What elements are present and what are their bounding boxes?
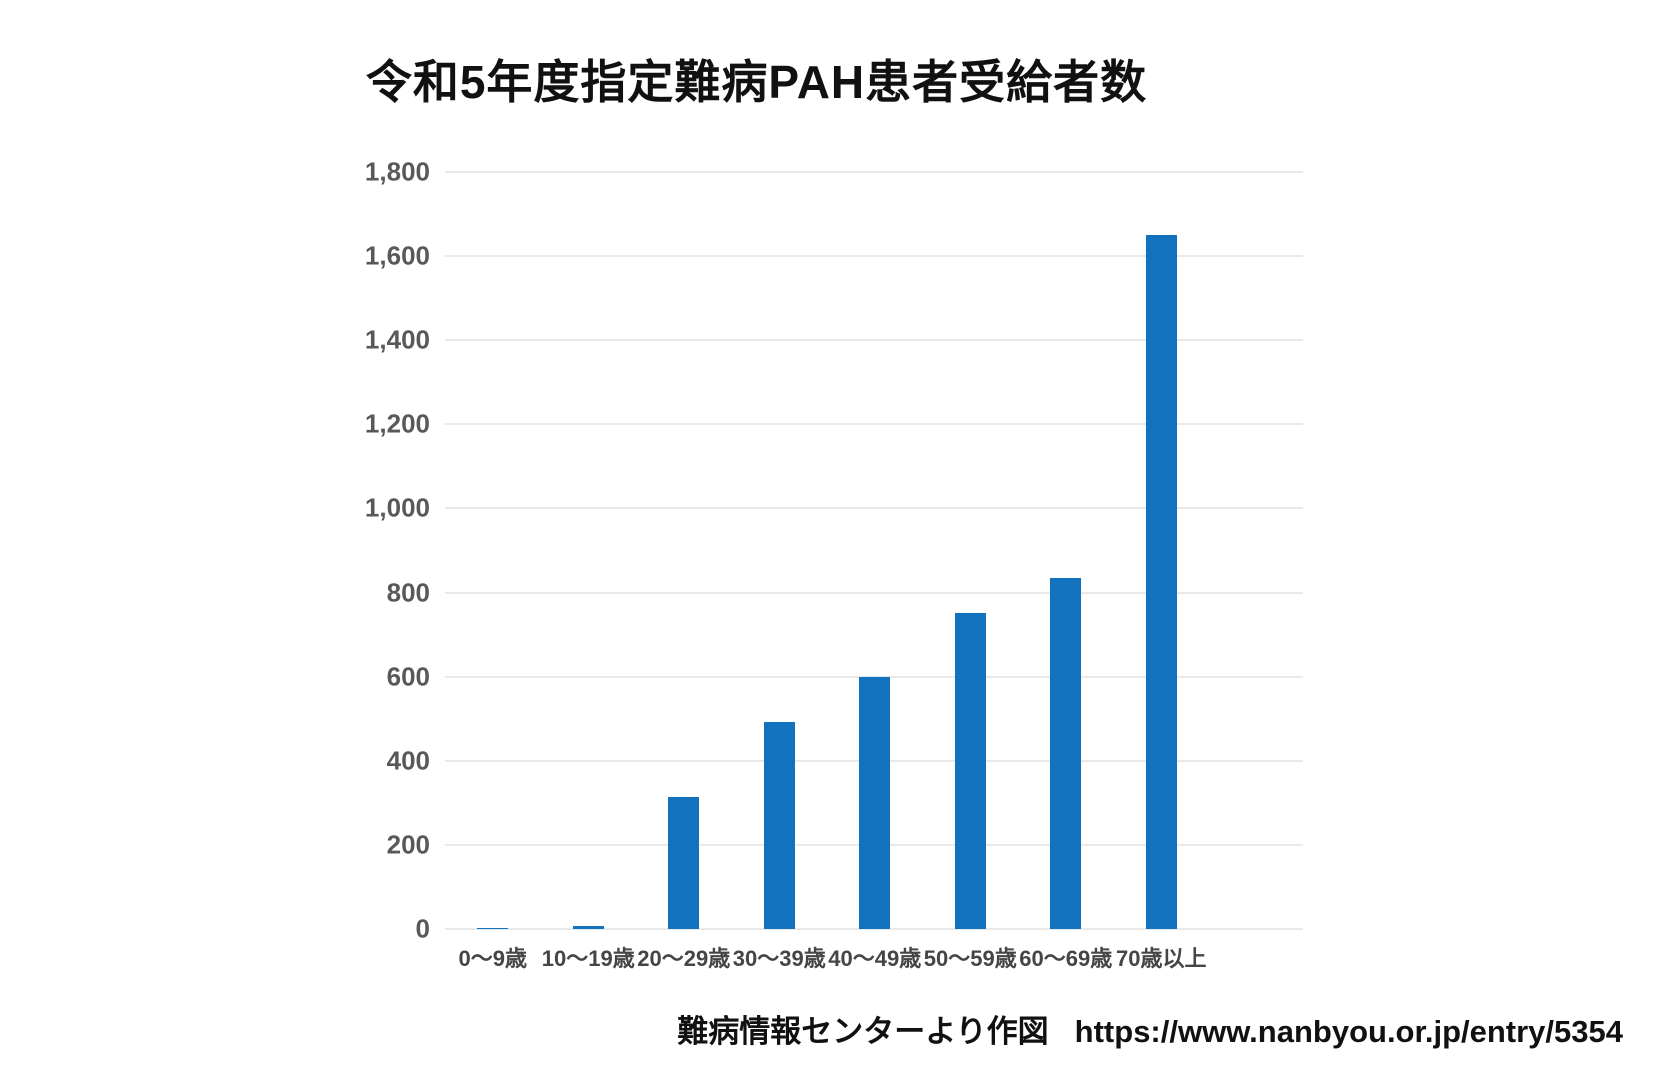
bar-slot xyxy=(1114,172,1210,929)
bar-slot xyxy=(445,172,541,929)
y-axis: 0 200 400 600 800 1,000 1,200 1,400 1,600 1,800 xyxy=(0,157,430,944)
bar-series xyxy=(445,172,1209,929)
gridline-1200 xyxy=(445,423,1303,426)
y-tick-label: 400 xyxy=(386,745,430,776)
y-tick-label: 1,200 xyxy=(364,408,430,439)
x-tick-label: 40〜49歳 xyxy=(828,946,922,971)
bar-slot xyxy=(827,172,923,929)
chart-footer: 難病情報センターより作図 https://www.nanbyou.or.jp/e… xyxy=(677,1006,1623,1051)
gridline-600 xyxy=(445,675,1303,678)
bar-50〜59歳 xyxy=(954,613,986,929)
x-tick-label: 0〜9歳 xyxy=(458,946,527,971)
y-tick-label: 1,600 xyxy=(364,240,430,271)
gridline-0 xyxy=(445,928,1303,930)
footer-source-note: 難病情報センターより作図 xyxy=(677,1014,1049,1049)
y-tick-label: 0 xyxy=(415,913,430,944)
gridline-1800 xyxy=(445,171,1303,173)
x-tick-label: 60〜69歳 xyxy=(1019,946,1113,971)
y-tick-label: 1,400 xyxy=(364,324,430,355)
bar-70歳以上 xyxy=(1145,235,1177,929)
x-axis: 0〜9歳 10〜19歳 20〜29歳 30〜39歳 40〜49歳 50〜59歳 60〜69歳… xyxy=(445,941,1209,973)
x-tick-label: 50〜59歳 xyxy=(923,946,1017,971)
y-tick-label: 200 xyxy=(386,829,430,860)
bar-20〜29歳 xyxy=(668,797,700,929)
gridline-1600 xyxy=(445,255,1303,258)
bar-40〜49歳 xyxy=(859,677,891,929)
gridline-800 xyxy=(445,591,1303,594)
x-tick-label: 70歳以上 xyxy=(1116,946,1207,971)
y-tick-label: 1,000 xyxy=(364,492,430,523)
y-tick-label: 1,800 xyxy=(364,156,430,187)
bar-slot xyxy=(732,172,828,929)
gridline-1400 xyxy=(445,339,1303,342)
chart-title: 令和5年度指定難病PAH患者受給者数 xyxy=(365,56,1148,108)
bar-30〜39歳 xyxy=(763,722,795,929)
bar-slot xyxy=(1018,172,1114,929)
x-tick-label: 20〜29歳 xyxy=(637,946,731,971)
bar-slot xyxy=(923,172,1019,929)
y-tick-label: 600 xyxy=(386,661,430,692)
x-tick-label: 10〜19歳 xyxy=(541,946,635,971)
bar-slot xyxy=(636,172,732,929)
x-tick-label: 30〜39歳 xyxy=(732,946,826,971)
bar-60〜69歳 xyxy=(1050,578,1082,929)
gridline-1000 xyxy=(445,507,1303,510)
bar-slot xyxy=(541,172,637,929)
y-tick-label: 800 xyxy=(386,577,430,608)
footer-source-url: https://www.nanbyou.or.jp/entry/5354 xyxy=(1074,1014,1623,1049)
bar-0〜9歳 xyxy=(477,928,509,929)
bar-10〜19歳 xyxy=(572,926,604,929)
